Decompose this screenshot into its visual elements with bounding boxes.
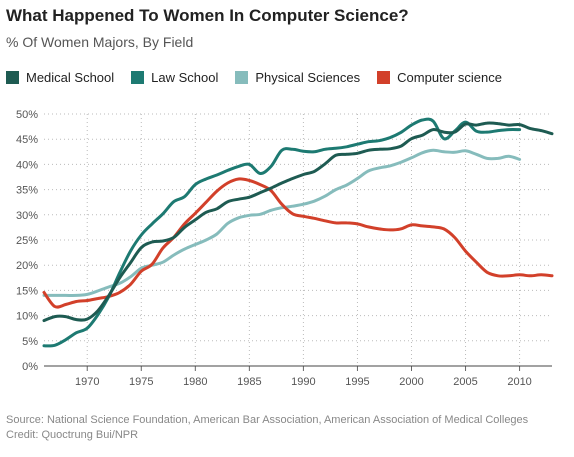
line-chart: 0% 5% 10% 15% 20% 25% 30% 35% 40% 45% 50% 1970 1975 1… <box>16 109 554 388</box>
y-tick-label: 30% <box>16 210 38 222</box>
chart-title: What Happened To Women In Computer Scien… <box>6 6 409 25</box>
legend-label-medical-school: Medical School <box>26 70 115 85</box>
series-line-computer-science <box>42 177 554 309</box>
legend-swatch-medical-school <box>6 71 19 84</box>
x-tick-label: 2010 <box>507 376 531 388</box>
x-tick-label: 1985 <box>237 376 261 388</box>
y-tick-label: 20% <box>16 260 38 272</box>
y-tick-label: 25% <box>16 235 38 247</box>
y-tick-label: 0% <box>22 361 38 373</box>
series-line-medical-school <box>42 121 554 323</box>
legend-swatch-computer-science <box>377 71 391 84</box>
x-tick-label: 1990 <box>291 376 315 388</box>
legend-label-computer-science: Computer science <box>397 70 502 85</box>
x-tick-label: 1995 <box>345 376 369 388</box>
legend-item-law-school[interactable]: Law School <box>131 70 218 85</box>
x-tick-label: 1970 <box>75 376 99 388</box>
x-tick-label: 1980 <box>183 376 207 388</box>
legend-label-physical-sciences: Physical Sciences <box>255 70 361 85</box>
credit-note: Credit: Quoctrung Bui/NPR <box>6 429 139 441</box>
y-tick-label: 45% <box>16 134 38 146</box>
legend: Medical School Law School Physical Scien… <box>6 70 519 85</box>
chart-subtitle: % Of Women Majors, By Field <box>6 34 194 50</box>
series-line-law-school <box>42 117 522 348</box>
y-tick-label: 40% <box>16 159 38 171</box>
y-tick-label: 15% <box>16 285 38 297</box>
y-tick-label: 10% <box>16 311 38 323</box>
legend-swatch-physical-sciences <box>235 71 249 84</box>
legend-item-computer-science[interactable]: Computer science <box>377 70 502 85</box>
y-tick-label: 35% <box>16 185 38 197</box>
y-tick-label: 50% <box>16 109 38 121</box>
y-tick-label: 5% <box>22 336 38 348</box>
legend-label-law-school: Law School <box>151 70 219 85</box>
legend-swatch-law-school <box>131 71 145 84</box>
legend-item-physical-sciences[interactable]: Physical Sciences <box>235 70 360 85</box>
x-tick-label: 2005 <box>453 376 477 388</box>
source-note: Source: National Science Foundation, Ame… <box>6 414 529 426</box>
x-tick-label: 2000 <box>399 376 423 388</box>
legend-item-medical-school[interactable]: Medical School <box>6 70 114 85</box>
series-line-physical-sciences <box>42 148 522 297</box>
x-tick-label: 1975 <box>129 376 153 388</box>
chart-footer: Source: National Science Foundation, Ame… <box>6 413 528 443</box>
